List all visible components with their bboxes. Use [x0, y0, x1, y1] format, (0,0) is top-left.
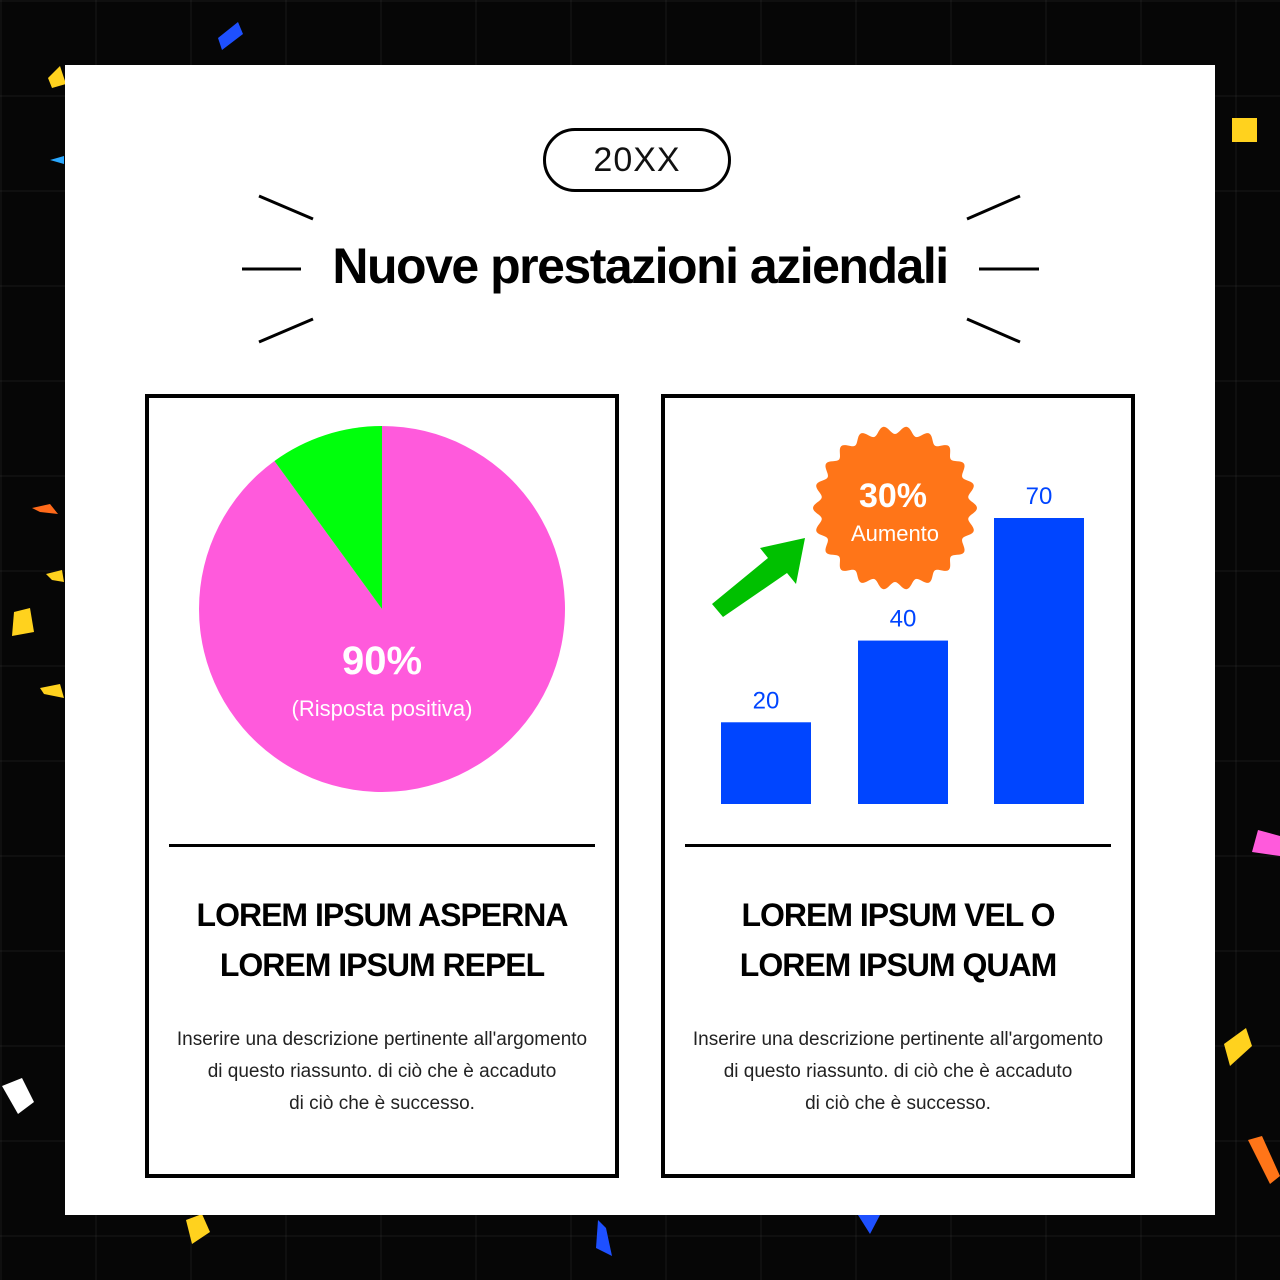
bar-chart: 20 40 70 30% Aumento	[712, 426, 1084, 804]
card-description: Inserire una descrizione pertinente all'…	[159, 1024, 605, 1120]
card-description-line: Inserire una descrizione pertinente all'…	[176, 1029, 588, 1050]
pie-slice	[198, 426, 565, 792]
bar	[721, 722, 811, 804]
card-divider	[685, 844, 1111, 847]
card-heading-line: LOREM IPSUM VEL O	[741, 897, 1055, 933]
card-divider	[169, 844, 595, 847]
increase-badge-label: Aumento	[851, 521, 939, 546]
burst-lines-right-icon	[966, 194, 1039, 344]
pie-center-value: 90%	[342, 639, 422, 683]
pie-chart: 90% (Risposta positiva)	[198, 426, 565, 792]
card-heading: LOREM IPSUM VEL O LOREM IPSUM QUAM	[675, 890, 1121, 990]
card-heading-line: LOREM IPSUM ASPERNA	[196, 897, 569, 933]
bar	[994, 518, 1084, 804]
bar	[858, 640, 948, 804]
arrow-up-right-icon	[712, 538, 805, 617]
card-bar: 20 40 70 30% Aumento LOREM IPSUM VEL O LOR…	[661, 394, 1135, 1178]
card-heading: LOREM IPSUM ASPERNA LOREM IPSUM REPEL	[159, 890, 605, 990]
card-description-line: di questo riassunto. di ciò che è accadu…	[207, 1061, 557, 1082]
year-badge: 20XX	[543, 128, 731, 192]
pie-slice	[274, 426, 382, 609]
page-title: Nuove prestazioni aziendali	[332, 238, 949, 294]
card-description-line: di ciò che è successo.	[805, 1093, 991, 1114]
card-heading-line: LOREM IPSUM QUAM	[739, 947, 1057, 983]
burst-lines-left-icon	[242, 194, 314, 344]
bar-value-label: 70	[1026, 483, 1053, 510]
content-sheet: 20XX Nuove prestazioni aziendali 90% (Ri…	[65, 65, 1215, 1215]
card-pie: 90% (Risposta positiva) LOREM IPSUM ASPE…	[145, 394, 619, 1178]
card-description-line: di ciò che è successo.	[289, 1093, 475, 1114]
bar-value-label: 20	[753, 687, 780, 714]
card-description-line: di questo riassunto. di ciò che è accadu…	[723, 1061, 1073, 1082]
card-heading-line: LOREM IPSUM REPEL	[219, 947, 545, 983]
increase-badge-value: 30%	[859, 477, 927, 515]
increase-badge: 30% Aumento	[813, 426, 977, 590]
bar-value-label: 40	[890, 606, 917, 633]
card-description-line: Inserire una descrizione pertinente all'…	[692, 1029, 1104, 1050]
pie-center-label: (Risposta positiva)	[292, 696, 473, 721]
card-description: Inserire una descrizione pertinente all'…	[675, 1024, 1121, 1120]
